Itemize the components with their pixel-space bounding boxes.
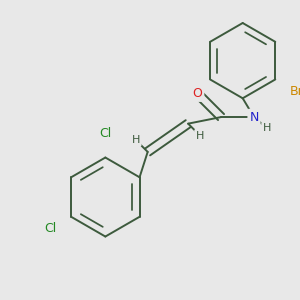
Text: N: N [249,111,259,124]
Text: H: H [131,135,140,145]
Text: H: H [196,130,204,141]
Text: Br: Br [290,85,300,98]
Text: O: O [193,87,202,100]
Text: Cl: Cl [99,127,112,140]
Text: Cl: Cl [44,222,57,235]
Text: H: H [263,123,271,134]
